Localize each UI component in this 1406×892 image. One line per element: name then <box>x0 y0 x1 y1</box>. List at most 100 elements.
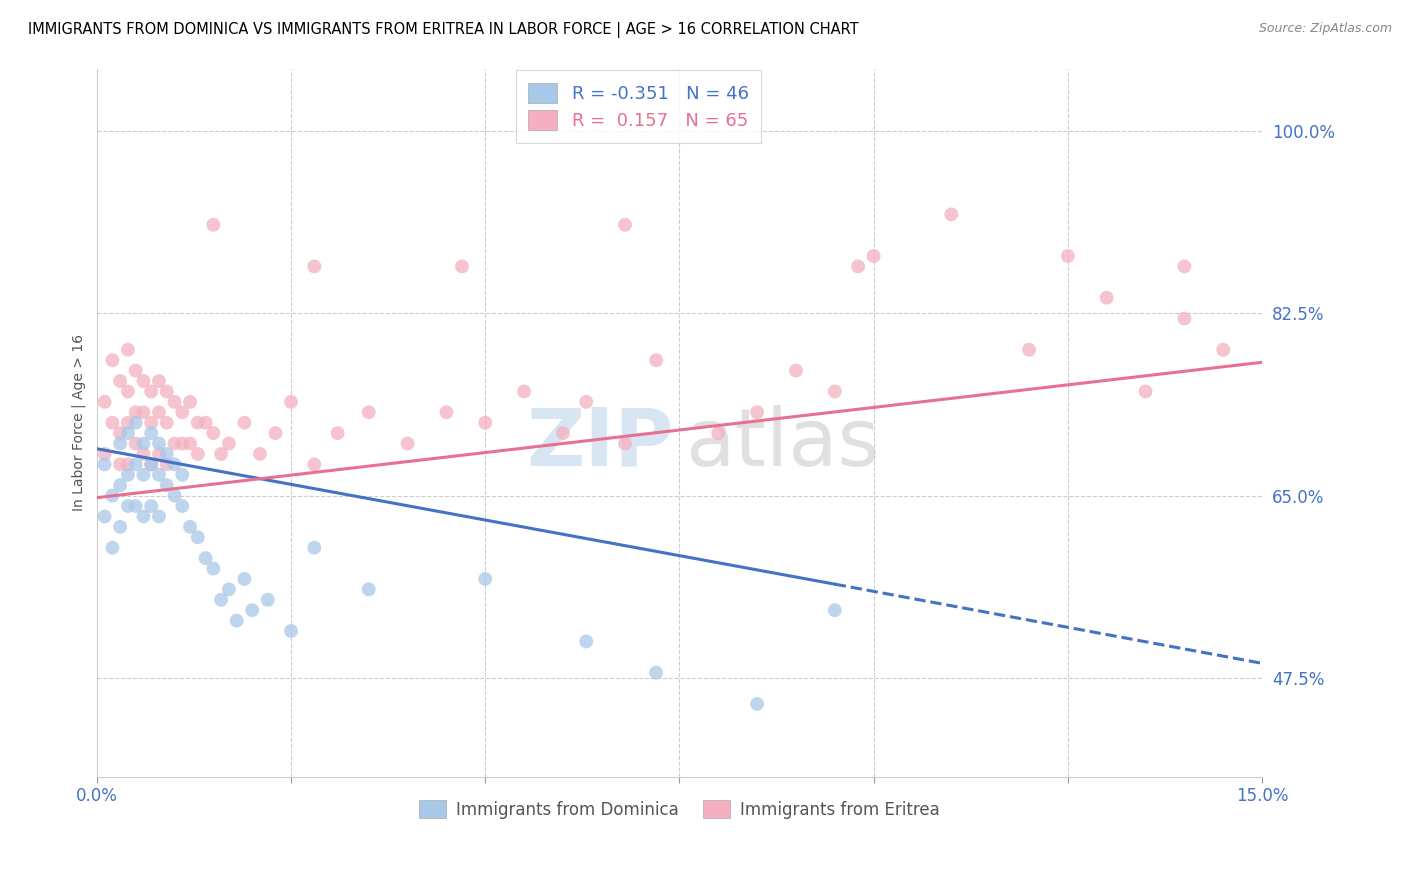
Point <box>117 384 139 399</box>
Point <box>156 447 179 461</box>
Point <box>163 489 186 503</box>
Point <box>745 697 768 711</box>
Point <box>304 458 326 472</box>
Point <box>474 416 496 430</box>
Point <box>156 478 179 492</box>
Point <box>179 395 201 409</box>
Point <box>172 436 194 450</box>
Point <box>156 384 179 399</box>
Point <box>645 665 668 680</box>
Point <box>824 603 846 617</box>
Point <box>141 499 163 513</box>
Point <box>218 436 240 450</box>
Point <box>172 405 194 419</box>
Point <box>101 416 124 430</box>
Point <box>233 416 256 430</box>
Legend: Immigrants from Dominica, Immigrants from Eritrea: Immigrants from Dominica, Immigrants fro… <box>412 793 946 825</box>
Point <box>202 218 225 232</box>
Point <box>1173 311 1195 326</box>
Point <box>202 561 225 575</box>
Point <box>551 426 574 441</box>
Point <box>141 458 163 472</box>
Point <box>187 416 209 430</box>
Point <box>209 447 232 461</box>
Point <box>141 416 163 430</box>
Point <box>396 436 419 450</box>
Point <box>941 207 963 221</box>
Point <box>101 353 124 368</box>
Point <box>194 551 217 566</box>
Point <box>125 458 148 472</box>
Point <box>264 426 287 441</box>
Point <box>179 520 201 534</box>
Point <box>148 447 170 461</box>
Point <box>218 582 240 597</box>
Point <box>125 436 148 450</box>
Text: Source: ZipAtlas.com: Source: ZipAtlas.com <box>1258 22 1392 36</box>
Point <box>614 218 637 232</box>
Point <box>141 384 163 399</box>
Point <box>209 592 232 607</box>
Point <box>132 467 155 482</box>
Point <box>707 426 730 441</box>
Point <box>575 634 598 648</box>
Point <box>132 405 155 419</box>
Point <box>194 416 217 430</box>
Point <box>163 436 186 450</box>
Point <box>117 426 139 441</box>
Point <box>132 436 155 450</box>
Point <box>1212 343 1234 357</box>
Point <box>1135 384 1157 399</box>
Point <box>256 592 278 607</box>
Point <box>108 520 131 534</box>
Point <box>117 467 139 482</box>
Point <box>304 260 326 274</box>
Point <box>156 416 179 430</box>
Point <box>132 509 155 524</box>
Point <box>156 458 179 472</box>
Point <box>148 436 170 450</box>
Point <box>93 395 115 409</box>
Point <box>132 447 155 461</box>
Y-axis label: In Labor Force | Age > 16: In Labor Force | Age > 16 <box>72 334 86 511</box>
Point <box>645 353 668 368</box>
Point <box>125 499 148 513</box>
Point <box>187 530 209 544</box>
Point <box>824 384 846 399</box>
Point <box>357 582 380 597</box>
Point <box>163 458 186 472</box>
Point <box>225 614 247 628</box>
Point <box>513 384 536 399</box>
Point <box>1095 291 1118 305</box>
Point <box>474 572 496 586</box>
Point <box>249 447 271 461</box>
Point <box>436 405 458 419</box>
Point <box>187 447 209 461</box>
Point <box>108 478 131 492</box>
Point <box>125 363 148 377</box>
Point <box>202 426 225 441</box>
Point <box>148 467 170 482</box>
Point <box>280 395 302 409</box>
Point <box>101 489 124 503</box>
Point <box>179 436 201 450</box>
Point <box>132 374 155 388</box>
Point <box>1173 260 1195 274</box>
Point <box>108 426 131 441</box>
Point <box>117 343 139 357</box>
Point <box>233 572 256 586</box>
Text: IMMIGRANTS FROM DOMINICA VS IMMIGRANTS FROM ERITREA IN LABOR FORCE | AGE > 16 CO: IMMIGRANTS FROM DOMINICA VS IMMIGRANTS F… <box>28 22 859 38</box>
Point <box>148 374 170 388</box>
Point <box>141 426 163 441</box>
Point <box>141 458 163 472</box>
Point <box>117 416 139 430</box>
Text: ZIP: ZIP <box>526 405 673 483</box>
Point <box>745 405 768 419</box>
Point <box>108 436 131 450</box>
Point <box>575 395 598 409</box>
Point <box>148 405 170 419</box>
Point <box>451 260 474 274</box>
Point <box>304 541 326 555</box>
Point <box>357 405 380 419</box>
Point <box>1056 249 1078 263</box>
